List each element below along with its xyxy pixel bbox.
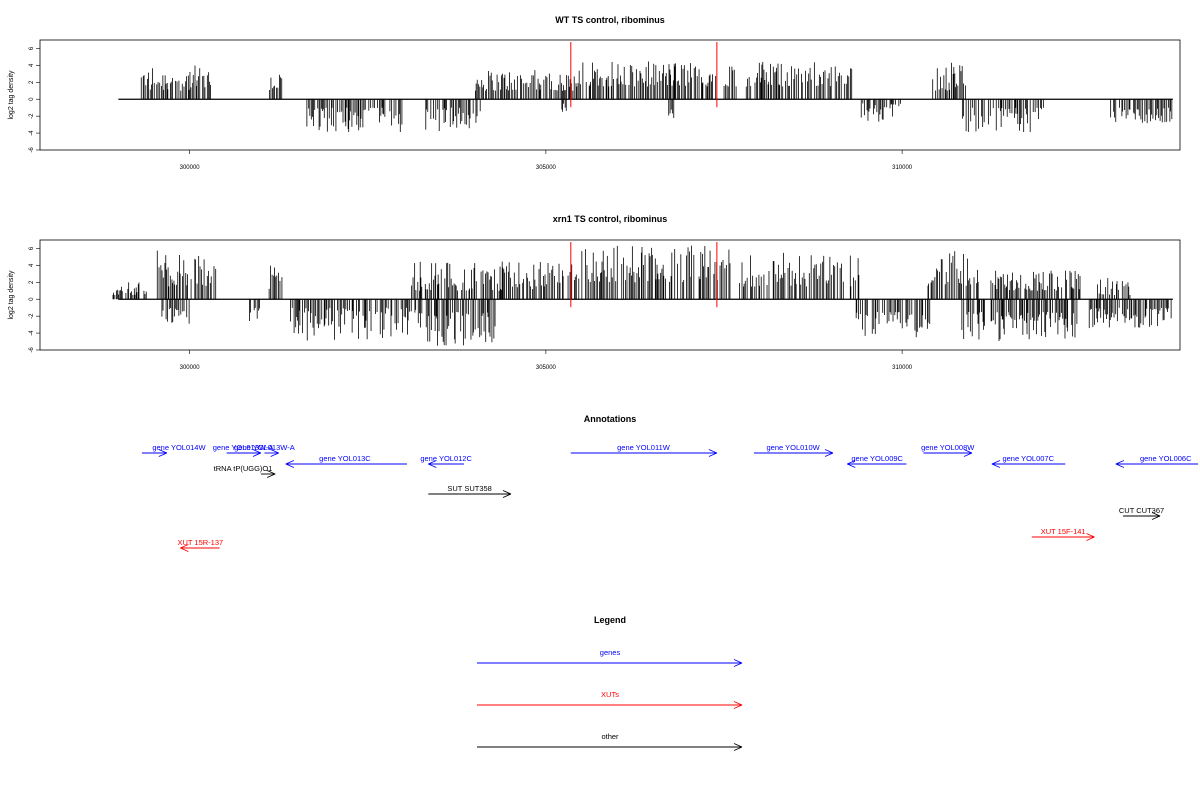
wt-y-axis-label: log2 tag density: [8, 70, 15, 120]
annotation-arrow: [1123, 512, 1161, 520]
xrn1-density-panel: xrn1 TS control, ribominus log2 tag dens…: [8, 214, 1181, 371]
annotation-arrow: [141, 449, 168, 457]
y-tick-label: 2: [29, 80, 35, 84]
annotation-label: CUT CUT367: [1119, 506, 1164, 515]
legend-entry-label: other: [601, 732, 619, 741]
annotation-arrow: [753, 449, 834, 457]
legend-arrow: [477, 701, 743, 709]
xrn1-y-axis-label: log2 tag density: [8, 270, 15, 320]
annotation-label: gene YOL011W: [617, 443, 671, 452]
annotation-label: gene YOL008W: [921, 443, 975, 452]
annotation-arrow: [1031, 533, 1095, 541]
annotation-arrow: [847, 460, 907, 468]
annotation-arrow: [260, 470, 276, 478]
legend: Legend genes XUTs other: [477, 615, 743, 751]
annotation-label: tRNA tP(UGG)O1: [214, 464, 273, 473]
plot-frame: [39, 39, 1181, 151]
plot-frame: [39, 239, 1181, 351]
legend-entry-label: XUTs: [601, 690, 619, 699]
annotations-title: Annotations: [584, 414, 637, 424]
y-tick-label: -6: [29, 347, 35, 353]
legend-title: Legend: [594, 615, 626, 625]
annotation-arrow: [570, 449, 718, 457]
annotation-arrow: [264, 449, 279, 457]
y-tick-label: 6: [29, 46, 35, 50]
y-tick-label: -2: [29, 313, 35, 319]
annotation-arrow: [226, 449, 262, 457]
wt-panel-title: WT TS control, ribominus: [555, 15, 665, 25]
annotation-label: gene YOL010W: [766, 443, 820, 452]
legend-arrow: [477, 743, 743, 751]
y-tick-label: 4: [29, 63, 35, 67]
y-tick-label: -4: [29, 330, 35, 336]
x-tick-label: 300000: [180, 165, 201, 171]
y-tick-label: -2: [29, 113, 35, 119]
annotation-arrow: [1115, 460, 1198, 468]
annotation-label: XUT 15F-141: [1041, 527, 1086, 536]
y-tick-label: 0: [29, 97, 35, 101]
annotation-arrow: [923, 449, 973, 457]
annotation-arrow: [180, 544, 220, 552]
y-tick-label: 0: [29, 297, 35, 301]
annotation-label: SUT SUT358: [447, 484, 491, 493]
y-tick-label: -4: [29, 130, 35, 136]
annotation-label: gene YOL012C: [420, 454, 472, 463]
annotation-label: gene YOL013W-A: [213, 443, 274, 452]
annotation-label: gene YOL009C: [851, 454, 903, 463]
annotation-label: gene YOL007C: [1002, 454, 1054, 463]
legend-arrow: [477, 659, 743, 667]
x-tick-label: 310000: [892, 365, 913, 371]
annotation-label: gene YOL013W-A: [234, 443, 295, 452]
x-tick-label: 310000: [892, 165, 913, 171]
x-tick-label: 300000: [180, 365, 201, 371]
annotation-arrow: [285, 460, 407, 468]
wt-density-panel: WT TS control, ribominus log2 tag densit…: [8, 15, 1181, 171]
y-tick-label: 4: [29, 263, 35, 267]
annotation-arrow: [991, 460, 1066, 468]
y-tick-label: 6: [29, 246, 35, 250]
y-tick-label: -6: [29, 147, 35, 153]
annotation-label: gene YOL014W: [152, 443, 206, 452]
x-tick-label: 305000: [536, 365, 557, 371]
annotation-label: XUT 15R-137: [177, 538, 223, 547]
legend-entry-label: genes: [600, 648, 621, 657]
y-tick-label: 2: [29, 280, 35, 284]
annotation-label: gene YOL006C: [1140, 454, 1192, 463]
annotation-arrow: [428, 460, 464, 468]
xrn1-panel-title: xrn1 TS control, ribominus: [553, 214, 668, 224]
annotation-track: Annotations gene YOL014W gene YOL013W-Age…: [141, 414, 1198, 552]
x-tick-label: 305000: [536, 165, 557, 171]
annotation-arrow: [428, 490, 512, 498]
annotation-label: gene YOL013C: [319, 454, 371, 463]
